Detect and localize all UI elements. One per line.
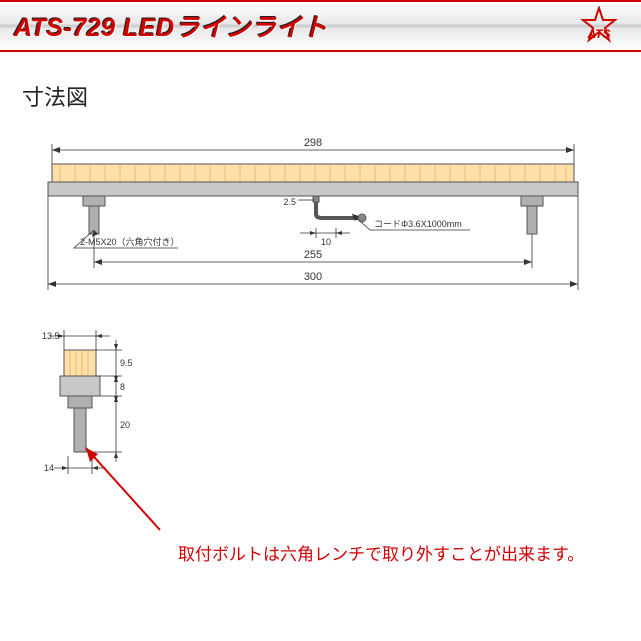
led-light-bar	[52, 164, 574, 182]
dim-14: 14	[44, 463, 54, 473]
body-bar	[48, 182, 578, 196]
dim-13-5: 13.5	[42, 331, 60, 341]
note-arrow	[86, 448, 160, 530]
dim-9-5: 9.5	[120, 358, 133, 368]
dim-20: 20	[120, 420, 130, 430]
section-title: 寸法図	[22, 80, 641, 112]
ats-logo: ATS	[575, 6, 623, 55]
note-text: 取付ボルトは六角レンチで取り外すことが出来ます。	[178, 540, 584, 565]
bolt-right	[521, 196, 543, 234]
cable-label: コードΦ3.6X1000mm	[374, 219, 462, 229]
front-view: 298 2-M5X20（六角穴付き） 2.5	[48, 137, 578, 290]
bolt-left	[83, 196, 105, 234]
side-light	[64, 350, 96, 376]
bolt-label: 2-M5X20（六角穴付き）	[80, 236, 180, 247]
svg-text:ATS: ATS	[586, 27, 610, 41]
header: ATS-729 LEDラインライト ATS	[0, 0, 641, 52]
dim-300: 300	[304, 271, 322, 283]
dim-25: 2.5	[283, 197, 296, 207]
dim-255: 255	[304, 249, 322, 261]
side-bolt-shaft	[74, 408, 86, 452]
dim-10: 10	[321, 237, 331, 247]
product-title: ATS-729 LEDラインライト	[14, 8, 328, 44]
cable	[313, 196, 366, 222]
side-view: 13.5 9.5 8 20 14	[42, 330, 160, 530]
side-bolt-head	[68, 396, 92, 408]
dimension-diagram: 298 2-M5X20（六角穴付き） 2.5	[0, 130, 641, 600]
side-body	[60, 376, 100, 396]
dim-8: 8	[120, 382, 125, 392]
dim-298: 298	[304, 137, 322, 149]
